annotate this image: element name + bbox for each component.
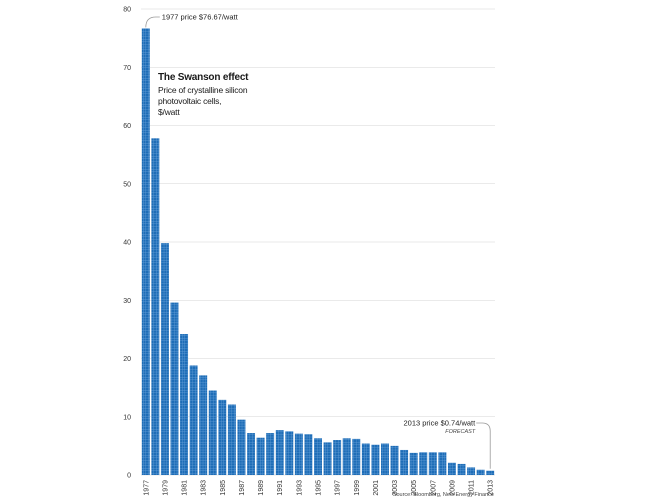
bar-1980: [170, 302, 179, 475]
x-tick-label: 1997: [335, 480, 342, 496]
x-axis-ticks: 1977 1979 1981 1983 1985 1987 1989 1991 1993 1995…: [143, 480, 494, 496]
bars: [141, 28, 495, 476]
bar-1977: [141, 28, 150, 476]
bar-1991: [275, 430, 284, 475]
bar-1993: [294, 433, 303, 475]
x-tick-label: 2009: [449, 480, 456, 496]
bar-2011: [467, 467, 476, 475]
bar-2013: [486, 470, 495, 475]
bar-1999: [352, 438, 361, 475]
bar-1985: [218, 399, 227, 475]
source-note: Source: Bloomberg, New Energy Finance: [393, 492, 494, 498]
x-tick-label: 1981: [182, 480, 189, 496]
y-axis-ticks: 0 10 20 30 40 50 60 70 80: [123, 7, 131, 480]
x-tick-label: 2011: [469, 480, 476, 495]
bar-1984: [208, 390, 217, 475]
chart-title: The Swanson effect: [158, 72, 249, 83]
y-tick-label: 50: [123, 181, 131, 188]
x-tick-label: 1979: [162, 480, 169, 496]
x-tick-label: 1977: [143, 480, 150, 496]
y-tick-label: 10: [123, 414, 131, 421]
bar-1989: [256, 437, 265, 475]
y-tick-label: 0: [127, 473, 131, 480]
callout-line-1977: [145, 16, 160, 28]
y-tick-label: 70: [123, 65, 131, 72]
bar-1996: [323, 442, 332, 475]
bar-1990: [266, 433, 275, 475]
bar-1982: [189, 365, 198, 475]
bar-1988: [247, 433, 256, 475]
title-block: The Swanson effect Price of crystalline …: [158, 72, 278, 118]
bar-1978: [151, 138, 160, 475]
bar-2010: [457, 463, 466, 475]
x-tick-label: 2013: [488, 480, 495, 496]
x-tick-label: 1989: [258, 480, 265, 496]
x-tick-label: 1995: [316, 480, 323, 496]
y-tick-label: 60: [123, 123, 131, 130]
callout-1977-price: 1977 price $76.67/watt: [162, 13, 239, 22]
bar-1992: [285, 431, 294, 475]
callout-line-2013: [476, 422, 491, 469]
bar-1987: [237, 419, 246, 475]
bar-2000: [361, 443, 370, 475]
x-tick-label: 1991: [277, 480, 284, 496]
bar-2002: [380, 443, 389, 475]
bar-1995: [314, 438, 322, 475]
bar-2005: [409, 452, 418, 475]
bar-1986: [227, 404, 236, 475]
chart-subtitle-line-3: $/watt: [158, 107, 180, 117]
bar-1997: [333, 440, 342, 475]
x-tick-label: 1993: [296, 480, 303, 496]
x-tick-label: 1987: [239, 480, 246, 496]
bar-1994: [304, 434, 313, 475]
x-tick-label: 1999: [354, 480, 361, 496]
x-tick-label: 1985: [220, 480, 227, 496]
y-tick-label: 30: [123, 298, 131, 305]
bar-2012: [476, 469, 485, 475]
bar-1998: [342, 438, 351, 475]
y-tick-label: 80: [123, 7, 131, 14]
callout-2013-price: 2013 price $0.74/watt: [403, 419, 476, 428]
bar-2003: [390, 445, 399, 475]
y-tick-label: 40: [123, 240, 131, 247]
bar-1981: [180, 334, 189, 475]
bar-1979: [160, 243, 169, 475]
bar-2001: [371, 444, 380, 475]
annotations: 1977 price $76.67/watt 2013 price $0.74/…: [145, 13, 494, 498]
bar-2006: [419, 452, 428, 475]
bar-1983: [199, 375, 208, 475]
y-tick-label: 20: [123, 356, 131, 363]
x-tick-label: 2007: [430, 480, 437, 496]
chart-subtitle-line-2: photovoltaic cells,: [158, 96, 222, 106]
x-tick-label: 2003: [392, 480, 399, 496]
bar-2007: [428, 452, 437, 475]
bar-2008: [438, 452, 447, 475]
forecast-label: FORECAST: [445, 429, 476, 435]
x-tick-label: 1983: [201, 480, 208, 496]
chart-subtitle-line-1: Price of crystalline silicon: [158, 85, 248, 95]
bar-2009: [447, 462, 456, 475]
x-tick-label: 2001: [373, 480, 380, 496]
bar-2004: [400, 449, 409, 475]
x-tick-label: 2005: [411, 480, 418, 496]
